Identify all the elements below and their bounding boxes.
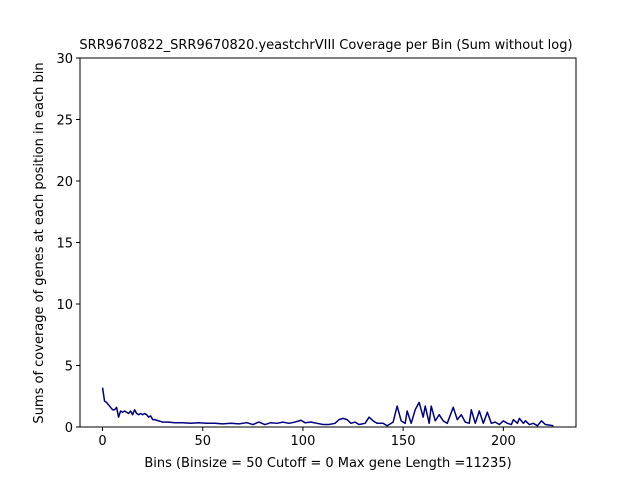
chart-title: SRR9670822_SRR9670820.yeastchrVIII Cover… bbox=[79, 38, 572, 53]
y-axis-label: Sums of coverage of genes at each positi… bbox=[32, 62, 47, 423]
x-tick-label: 200 bbox=[491, 434, 516, 449]
x-axis-label: Bins (Binsize = 50 Cutoff = 0 Max gene L… bbox=[144, 456, 511, 471]
x-tick-label: 0 bbox=[98, 434, 106, 449]
x-tick-label: 100 bbox=[291, 434, 316, 449]
y-tick-label: 20 bbox=[56, 175, 73, 190]
y-tick-label: 25 bbox=[56, 114, 73, 129]
plot-frame bbox=[79, 57, 577, 428]
x-tick-label: 150 bbox=[391, 434, 416, 449]
x-tick-label: 50 bbox=[194, 434, 211, 449]
data-line bbox=[101, 387, 554, 427]
y-tick-label: 10 bbox=[56, 298, 73, 313]
y-tick-label: 5 bbox=[65, 360, 73, 375]
y-tick-label: 15 bbox=[56, 237, 73, 252]
y-tick-label: 30 bbox=[56, 52, 73, 67]
y-tick-label: 0 bbox=[65, 421, 73, 436]
